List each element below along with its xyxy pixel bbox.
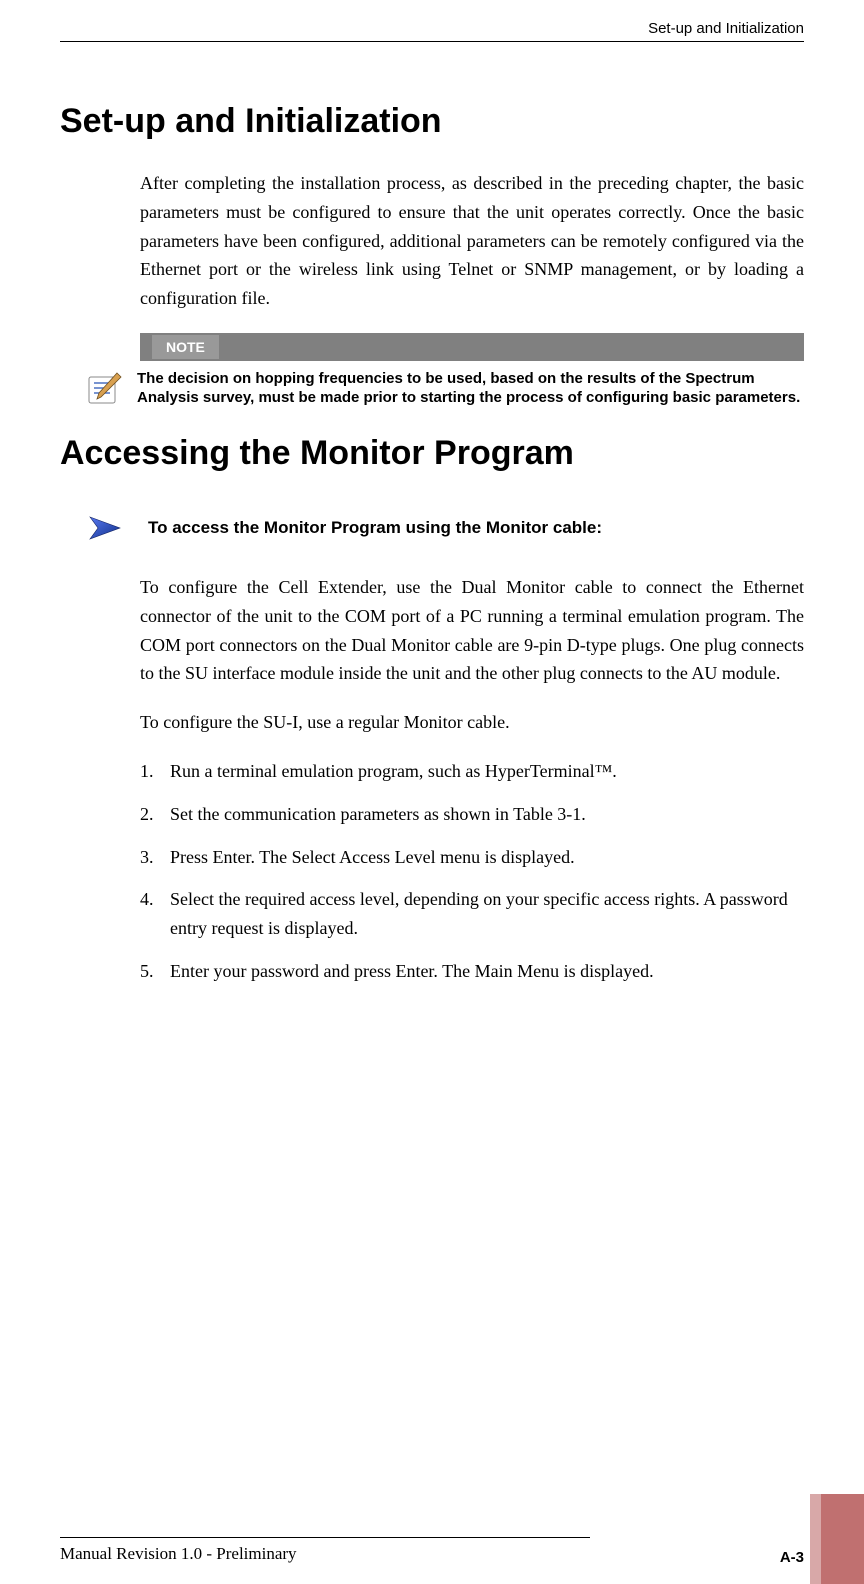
- list-item: 3. Press Enter. The Select Access Level …: [140, 843, 804, 872]
- note-text: The decision on hopping frequencies to b…: [137, 369, 804, 408]
- list-item: 2. Set the communication parameters as s…: [140, 800, 804, 829]
- section2-para2: To configure the SU-I, use a regular Mon…: [140, 708, 804, 737]
- step-text: Enter your password and press Enter. The…: [170, 957, 804, 986]
- running-header: Set-up and Initialization: [60, 20, 804, 42]
- footer-rule: [60, 1537, 590, 1538]
- section1-intro: After completing the installation proces…: [140, 169, 804, 313]
- page-number: A-3: [780, 1549, 804, 1566]
- step-number: 1.: [140, 757, 170, 786]
- step-number: 3.: [140, 843, 170, 872]
- step-number: 5.: [140, 957, 170, 986]
- subheading-row: To access the Monitor Program using the …: [88, 513, 804, 543]
- step-number: 4.: [140, 885, 170, 943]
- list-item: 4. Select the required access level, dep…: [140, 885, 804, 943]
- steps-list: 1. Run a terminal emulation program, suc…: [140, 757, 804, 986]
- running-title: Set-up and Initialization: [648, 20, 804, 37]
- note-label: NOTE: [152, 335, 219, 359]
- section2-title: Accessing the Monitor Program: [60, 434, 804, 473]
- section1-title: Set-up and Initialization: [60, 102, 804, 141]
- note-bar: NOTE: [140, 333, 804, 361]
- step-text: Set the communication parameters as show…: [170, 800, 804, 829]
- step-text: Run a terminal emulation program, such a…: [170, 757, 804, 786]
- step-text: Select the required access level, depend…: [170, 885, 804, 943]
- step-text: Press Enter. The Select Access Level men…: [170, 843, 804, 872]
- note-pencil-icon: [85, 369, 125, 409]
- arrow-icon: [88, 513, 130, 543]
- step-number: 2.: [140, 800, 170, 829]
- note-block: NOTE The decision on hopping frequencies…: [140, 333, 804, 409]
- footer-revision: Manual Revision 1.0 - Preliminary: [60, 1544, 297, 1563]
- list-item: 5. Enter your password and press Enter. …: [140, 957, 804, 986]
- subheading-text: To access the Monitor Program using the …: [148, 518, 602, 538]
- page-footer: Manual Revision 1.0 - Preliminary: [60, 1537, 804, 1564]
- corner-decoration: [810, 1494, 864, 1584]
- section2-para1: To configure the Cell Extender, use the …: [140, 573, 804, 688]
- list-item: 1. Run a terminal emulation program, suc…: [140, 757, 804, 786]
